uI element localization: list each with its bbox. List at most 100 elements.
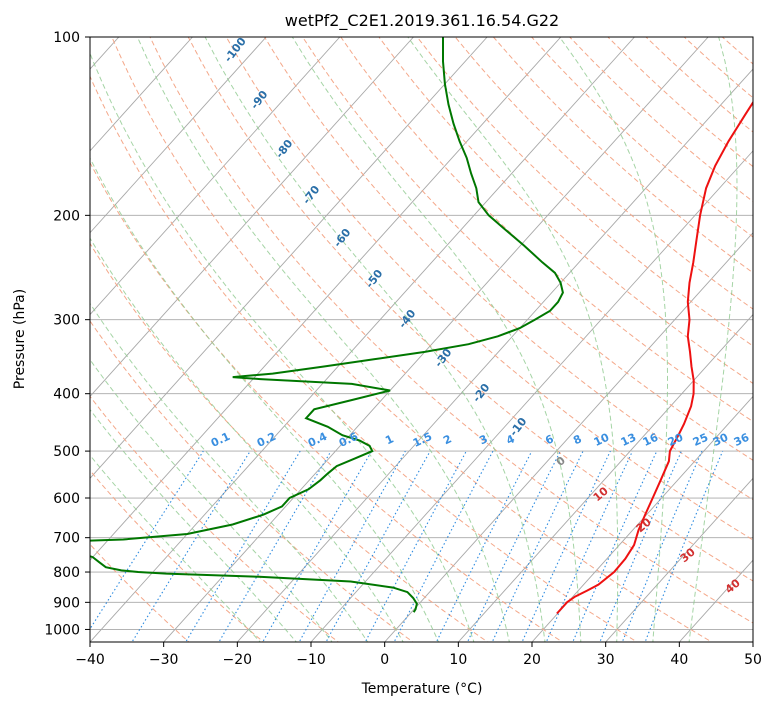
x-tick-label: −10: [296, 652, 326, 668]
x-tick-label: −30: [149, 652, 179, 668]
mixing-ratio-line: [218, 450, 332, 642]
moist-adiabat-line: [688, 37, 738, 642]
series-line: [556, 100, 753, 615]
dry-adiabat-line: [264, 37, 753, 501]
y-tick-label: 800: [53, 565, 80, 581]
x-tick-label: −40: [75, 652, 105, 668]
moist-adiabat-line: [136, 37, 510, 642]
mixing-ratio-line: [90, 450, 204, 630]
y-tick-label: 900: [53, 595, 80, 611]
mixing-ratio-label: 1.5: [411, 430, 434, 450]
moist-adiabat-line: [90, 302, 369, 642]
isotherm-line: [90, 37, 193, 152]
dry-adiabat-line: [569, 37, 753, 203]
mixing-ratio-line: [393, 450, 494, 642]
x-axis-title: Temperature (°C): [361, 681, 483, 697]
isotherm-line: [90, 37, 488, 479]
moist-adiabat-line: [291, 37, 582, 642]
mixing-ratio-label: 13: [619, 431, 638, 449]
mixing-ratio-label: 10: [592, 431, 612, 449]
moist-adiabat-label: 40: [723, 576, 743, 596]
y-tick-label: 400: [53, 387, 80, 403]
x-tick-label: −20: [223, 652, 253, 668]
mixing-ratio-line: [262, 450, 373, 642]
dry-adiabat-line: [111, 37, 713, 642]
dry-adiabat-label: -50: [363, 267, 386, 291]
moist-adiabat-label: 30: [678, 545, 698, 565]
dry-adiabat-line: [493, 37, 753, 274]
mixing-ratio-label: 0.4: [306, 430, 329, 450]
mixing-ratio-line: [131, 450, 251, 642]
mixing-ratio-label: 0.1: [209, 430, 232, 450]
mixing-ratio-label: 2: [441, 432, 453, 447]
dry-adiabat-label: -90: [248, 88, 271, 112]
isotherm-line: [310, 150, 753, 642]
isotherm-line: [605, 477, 753, 642]
isotherm-line: [163, 37, 709, 642]
moist-adiabat-line: [204, 37, 546, 642]
moist-adiabat-line: [407, 37, 619, 642]
isotherm-line: [531, 395, 753, 642]
y-tick-label: 500: [53, 444, 80, 460]
dry-adiabat-line: [149, 37, 753, 624]
dry-adiabat-line: [531, 37, 753, 238]
y-tick-label: 200: [53, 208, 80, 224]
moist-adiabat-line: [559, 37, 668, 642]
mixing-ratio-line: [435, 450, 533, 642]
y-tick-label: 100: [53, 30, 80, 46]
mixing-ratio-line: [621, 450, 703, 642]
moist-adiabat-line: [90, 408, 297, 642]
mixing-ratio-label: 20: [666, 431, 686, 449]
dry-adiabat-line: [416, 37, 753, 347]
y-axis-title: Pressure (hPa): [12, 289, 28, 389]
dry-adiabat-line: [90, 395, 340, 642]
moist-adiabat-zero-label: 0: [554, 454, 568, 469]
background-lines: [90, 37, 753, 642]
dry-adiabat-line: [645, 37, 753, 133]
moist-adiabat-line: [90, 51, 475, 642]
mixing-ratio-line: [644, 450, 724, 642]
dry-adiabat-label: -20: [470, 381, 493, 405]
mixing-ratio-label: 36: [732, 431, 752, 449]
dry-adiabat-line: [378, 37, 753, 385]
dry-adiabat-line: [90, 320, 414, 642]
x-tick-label: 0: [380, 652, 389, 668]
axes: −40 −30 −20 −10 0 10 20 30 40 5010020030040050060…: [44, 30, 762, 668]
dry-adiabat-label: -70: [300, 183, 323, 207]
mixing-ratio-line: [521, 450, 611, 642]
dry-adiabat-line: [187, 37, 753, 582]
dry-adiabat-line: [90, 161, 564, 642]
isotherm-line: [90, 37, 635, 642]
x-tick-label: 20: [523, 652, 541, 668]
mixing-ratio-line: [364, 450, 467, 642]
mixing-ratio-line: [185, 450, 301, 642]
isotherm-line: [236, 68, 753, 642]
isotherm-line: [90, 37, 414, 398]
mixing-ratio-line: [599, 450, 682, 642]
dry-adiabat-line: [90, 469, 265, 642]
isotherm-line: [752, 641, 753, 642]
mixing-ratio-label: 6: [543, 432, 556, 447]
y-tick-label: 1000: [44, 622, 80, 638]
dry-adiabat-line: [340, 37, 753, 423]
dry-adiabat-label: -60: [331, 226, 354, 250]
moist-adiabat-line: [90, 454, 261, 642]
plot-frame: [89, 36, 754, 643]
mixing-ratio-label: 30: [711, 431, 731, 449]
mixing-ratio-label: 0.6: [337, 430, 360, 450]
mixing-ratio-line: [298, 450, 406, 642]
x-tick-label: 10: [449, 652, 467, 668]
mixing-ratio-line: [491, 450, 584, 642]
line-labels: 0.1 0.2 0.4 0.6 1 1.5 2 3 4 6 8 10 13 16 20 25 30 36-100-…: [209, 37, 752, 596]
x-tick-label: 30: [597, 652, 615, 668]
mixing-ratio-line: [466, 450, 561, 642]
data-series: [90, 37, 753, 615]
x-tick-label: 50: [744, 652, 762, 668]
mixing-ratio-line: [572, 450, 658, 642]
mixing-ratio-label: 16: [641, 431, 661, 449]
series-line: [90, 37, 564, 613]
isotherm-line: [384, 232, 753, 642]
x-tick-label: 40: [670, 652, 688, 668]
y-tick-label: 700: [53, 531, 80, 547]
